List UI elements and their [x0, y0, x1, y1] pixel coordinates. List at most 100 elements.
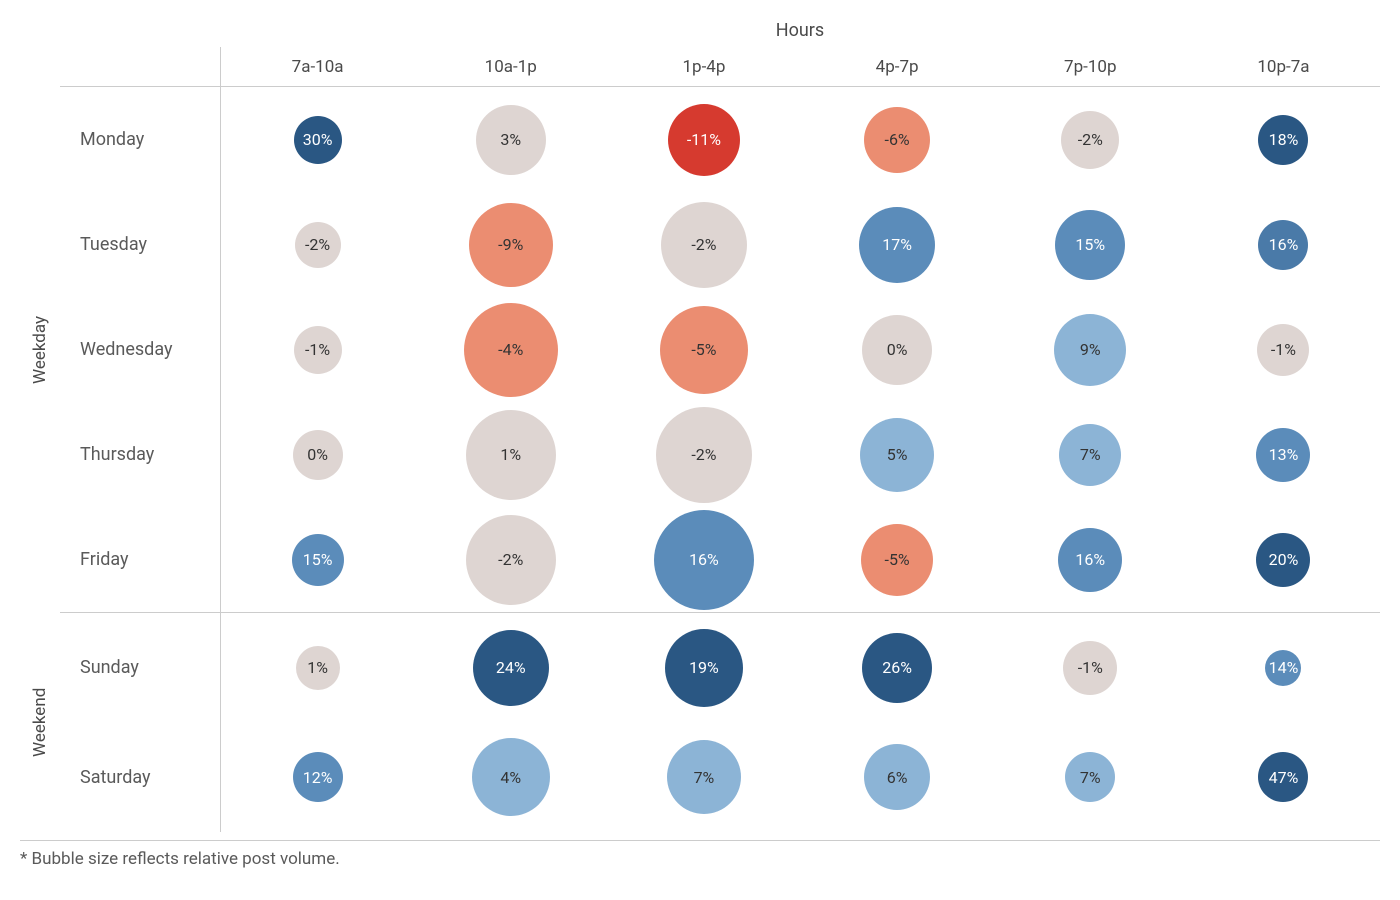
- bubble: 12%: [293, 752, 343, 802]
- grid-container: WeekdayWeekend MondayTuesdayWednesdayThu…: [20, 47, 1380, 832]
- cell: -2%: [607, 402, 800, 507]
- bubble: 20%: [1256, 533, 1310, 587]
- cell: -1%: [221, 297, 414, 402]
- bubble-value: 20%: [1269, 550, 1299, 569]
- cell: 13%: [1187, 402, 1380, 507]
- bubble: 16%: [654, 510, 754, 610]
- data-row: -2%-9%-2%17%15%16%: [221, 192, 1380, 297]
- chart-title: Hours: [220, 20, 1380, 41]
- bubble: 47%: [1258, 752, 1308, 802]
- cell: -1%: [1187, 297, 1380, 402]
- data-row: 15% -2% 16% -5% 16% 20%: [221, 507, 1380, 612]
- cell: -2%: [414, 507, 607, 612]
- bubble-value: 30%: [303, 130, 333, 149]
- bubble: 24%: [473, 630, 549, 706]
- bubble-value: 4%: [500, 768, 521, 787]
- cell: 47%: [1187, 722, 1380, 832]
- bubble: 0%: [293, 430, 343, 480]
- cell: -6%: [801, 87, 994, 192]
- bubble-value: -2%: [1078, 130, 1103, 149]
- cell: 0%: [801, 297, 994, 402]
- bubble-value: -4%: [498, 340, 523, 359]
- group-label: Weekend: [20, 612, 60, 832]
- cell: -5%: [801, 507, 994, 612]
- cell: -5%: [607, 297, 800, 402]
- bubble-value: -2%: [691, 445, 716, 464]
- cell: 0%: [221, 402, 414, 507]
- bubble: 16%: [1058, 528, 1122, 592]
- data-row: 0%1%-2%5%7%13%: [221, 402, 1380, 507]
- bubble: 13%: [1256, 428, 1310, 482]
- cell: 24%: [414, 613, 607, 722]
- bubble: -2%: [1061, 111, 1119, 169]
- cell: 5%: [801, 402, 994, 507]
- bubble-value: 24%: [496, 658, 526, 677]
- day-label: Tuesday: [60, 192, 220, 297]
- bubble-value: -9%: [498, 235, 523, 254]
- bubble: 5%: [860, 418, 934, 492]
- bubble-value: 47%: [1269, 768, 1299, 787]
- bubble-value: 16%: [689, 550, 719, 569]
- bubble-value: -5%: [691, 340, 716, 359]
- bubble-value: 26%: [882, 658, 912, 677]
- cell: -2%: [994, 87, 1187, 192]
- column-headers-row: 7a-10a10a-1p1p-4p4p-7p7p-10p10p-7a: [221, 47, 1380, 87]
- bubble-value: 18%: [1269, 130, 1299, 149]
- bubble: 7%: [667, 740, 741, 814]
- bubble: 1%: [296, 646, 340, 690]
- data-area: 7a-10a10a-1p1p-4p4p-7p7p-10p10p-7a 30% 3%…: [220, 47, 1380, 832]
- cell: 7%: [607, 722, 800, 832]
- bubble-value: 7%: [694, 768, 715, 787]
- cell: -1%: [994, 613, 1187, 722]
- cell: -9%: [414, 192, 607, 297]
- bubble-value: -5%: [885, 550, 910, 569]
- cell: 15%: [994, 192, 1187, 297]
- cell: -11%: [607, 87, 800, 192]
- data-row: 12%4%7%6%7%47%: [221, 722, 1380, 832]
- bubble: -5%: [660, 306, 748, 394]
- cell: 12%: [221, 722, 414, 832]
- day-label: Wednesday: [60, 297, 220, 402]
- bubble: 7%: [1059, 424, 1121, 486]
- cell: 18%: [1187, 87, 1380, 192]
- bubble-value: 16%: [1075, 550, 1105, 569]
- bubble-value: 15%: [1075, 235, 1105, 254]
- bubble-value: -2%: [305, 235, 330, 254]
- bubble: 15%: [1055, 210, 1125, 280]
- cell: 20%: [1187, 507, 1380, 612]
- cell: -2%: [607, 192, 800, 297]
- bubble-value: -1%: [1271, 340, 1296, 359]
- bubble: -2%: [656, 407, 752, 503]
- bubble: -4%: [464, 303, 558, 397]
- bubble-value: -1%: [305, 340, 330, 359]
- bubble-value: -6%: [885, 130, 910, 149]
- chart-footnote: * Bubble size reflects relative post vol…: [20, 840, 1380, 869]
- column-header: 7a-10a: [221, 57, 414, 77]
- bubble-value: -1%: [1078, 658, 1103, 677]
- bubble-value: 0%: [307, 445, 328, 464]
- bubble-value: 7%: [1080, 445, 1101, 464]
- bubble: -9%: [469, 203, 553, 287]
- day-label: Thursday: [60, 402, 220, 507]
- bubble: 19%: [665, 629, 743, 707]
- cell: 26%: [801, 613, 994, 722]
- cell: 1%: [221, 613, 414, 722]
- bubble: 4%: [472, 738, 550, 816]
- cell: 6%: [801, 722, 994, 832]
- data-row: -1%-4%-5%0%9%-1%: [221, 297, 1380, 402]
- column-header: 7p-10p: [994, 57, 1187, 77]
- bubble: 26%: [862, 633, 932, 703]
- bubble: 14%: [1265, 650, 1301, 686]
- bubble: 0%: [862, 315, 932, 385]
- bubble-value: 17%: [882, 235, 912, 254]
- cell: 15%: [221, 507, 414, 612]
- bubble: 15%: [292, 534, 344, 586]
- cell: 3%: [414, 87, 607, 192]
- bubble-value: 6%: [887, 768, 908, 787]
- cell: 7%: [994, 402, 1187, 507]
- group-labels-column: WeekdayWeekend: [20, 47, 60, 832]
- bubble: -1%: [294, 326, 342, 374]
- cell: 16%: [994, 507, 1187, 612]
- cell: 17%: [801, 192, 994, 297]
- bubble-value: 14%: [1269, 658, 1299, 677]
